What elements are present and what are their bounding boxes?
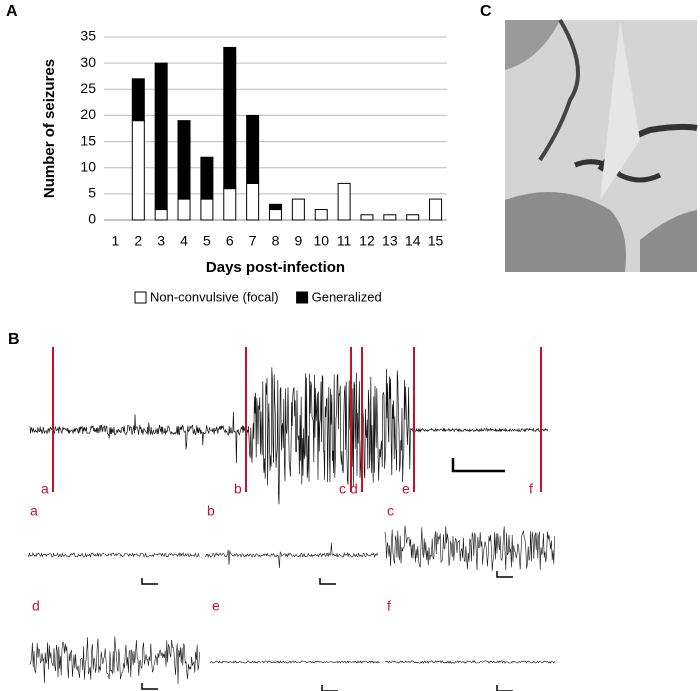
x-tick-label: 1 — [112, 233, 120, 249]
bar-segment — [406, 214, 420, 221]
y-tick-label: 5 — [88, 185, 96, 201]
trace-label: c — [339, 481, 346, 497]
bar-segment — [246, 182, 260, 221]
bar-segment — [131, 78, 145, 122]
trace-label: f — [529, 481, 533, 497]
bar-segment — [246, 114, 260, 184]
bar-segment — [177, 198, 191, 221]
bar-segment — [177, 120, 191, 200]
eeg-trace — [27, 552, 200, 559]
trace-label: e — [212, 598, 220, 614]
bar-segment — [314, 209, 328, 221]
panel-label: B — [8, 331, 20, 348]
trace-label: f — [387, 598, 391, 614]
scale-bar — [141, 578, 158, 585]
trace-label: d — [350, 481, 358, 497]
trace-label: d — [32, 598, 40, 614]
x-tick-label: 11 — [337, 233, 352, 249]
trace-label: a — [41, 481, 49, 497]
trace-label: e — [402, 481, 410, 497]
bar-segment — [223, 46, 237, 190]
trace-label: b — [207, 503, 215, 519]
eeg-trace — [29, 367, 549, 505]
y-tick-label: 20 — [80, 106, 96, 122]
x-tick-label: 14 — [405, 233, 421, 249]
x-tick-label: 8 — [272, 233, 280, 249]
x-tick-label: 12 — [359, 233, 375, 249]
bar-segment — [429, 198, 443, 221]
scale-bar — [321, 685, 338, 691]
bar-segment — [154, 62, 168, 211]
legend-swatch — [296, 291, 309, 304]
bar-segment — [360, 214, 374, 221]
eeg-trace — [384, 525, 555, 571]
bar-segment — [337, 182, 351, 221]
eeg-trace — [204, 543, 379, 569]
x-axis-title: Days post-infection — [206, 259, 345, 276]
x-tick-label: 6 — [226, 233, 234, 249]
x-tick-label: 15 — [428, 233, 444, 249]
eeg-trace — [209, 660, 380, 664]
x-tick-label: 3 — [157, 233, 165, 249]
scale-bar — [141, 683, 158, 690]
trace-label: c — [387, 503, 394, 519]
bar-segment — [131, 120, 145, 221]
y-tick-label: 0 — [88, 211, 96, 227]
x-tick-label: 13 — [382, 233, 398, 249]
bar-segment — [154, 209, 168, 221]
scale-bar — [496, 571, 513, 578]
panel-label: C — [480, 3, 492, 20]
bar-segment — [383, 214, 397, 221]
legend-label: Non-convulsive (focal) — [150, 289, 279, 304]
bar-segment — [269, 209, 282, 221]
scale-bar — [319, 578, 336, 585]
bar-segment — [223, 188, 237, 221]
y-tick-label: 35 — [80, 28, 96, 44]
legend-label: Generalized — [312, 289, 382, 304]
trace-label: a — [30, 503, 38, 519]
eeg-trace — [29, 636, 200, 685]
bar-segment — [269, 203, 282, 211]
y-tick-label: 10 — [80, 158, 96, 174]
y-tick-label: 15 — [80, 132, 96, 148]
y-tick-label: 30 — [80, 54, 96, 70]
x-tick-label: 10 — [313, 233, 329, 249]
panel-label: A — [6, 3, 18, 20]
trace-label: b — [234, 481, 242, 497]
x-tick-label: 7 — [249, 233, 257, 249]
bar-segment — [291, 198, 305, 221]
x-tick-label: 4 — [180, 233, 188, 249]
bar-segment — [200, 198, 214, 221]
scale-bar — [451, 458, 505, 473]
x-tick-label: 5 — [203, 233, 211, 249]
eeg-trace — [384, 660, 555, 664]
x-tick-label: 2 — [134, 233, 142, 249]
x-tick-label: 9 — [294, 233, 302, 249]
legend-swatch — [134, 291, 147, 304]
bar-segment — [200, 156, 214, 200]
histology-image — [505, 18, 698, 272]
scale-bar — [496, 685, 513, 691]
y-axis-title: Number of seizures — [41, 59, 58, 198]
y-tick-label: 25 — [80, 80, 96, 96]
